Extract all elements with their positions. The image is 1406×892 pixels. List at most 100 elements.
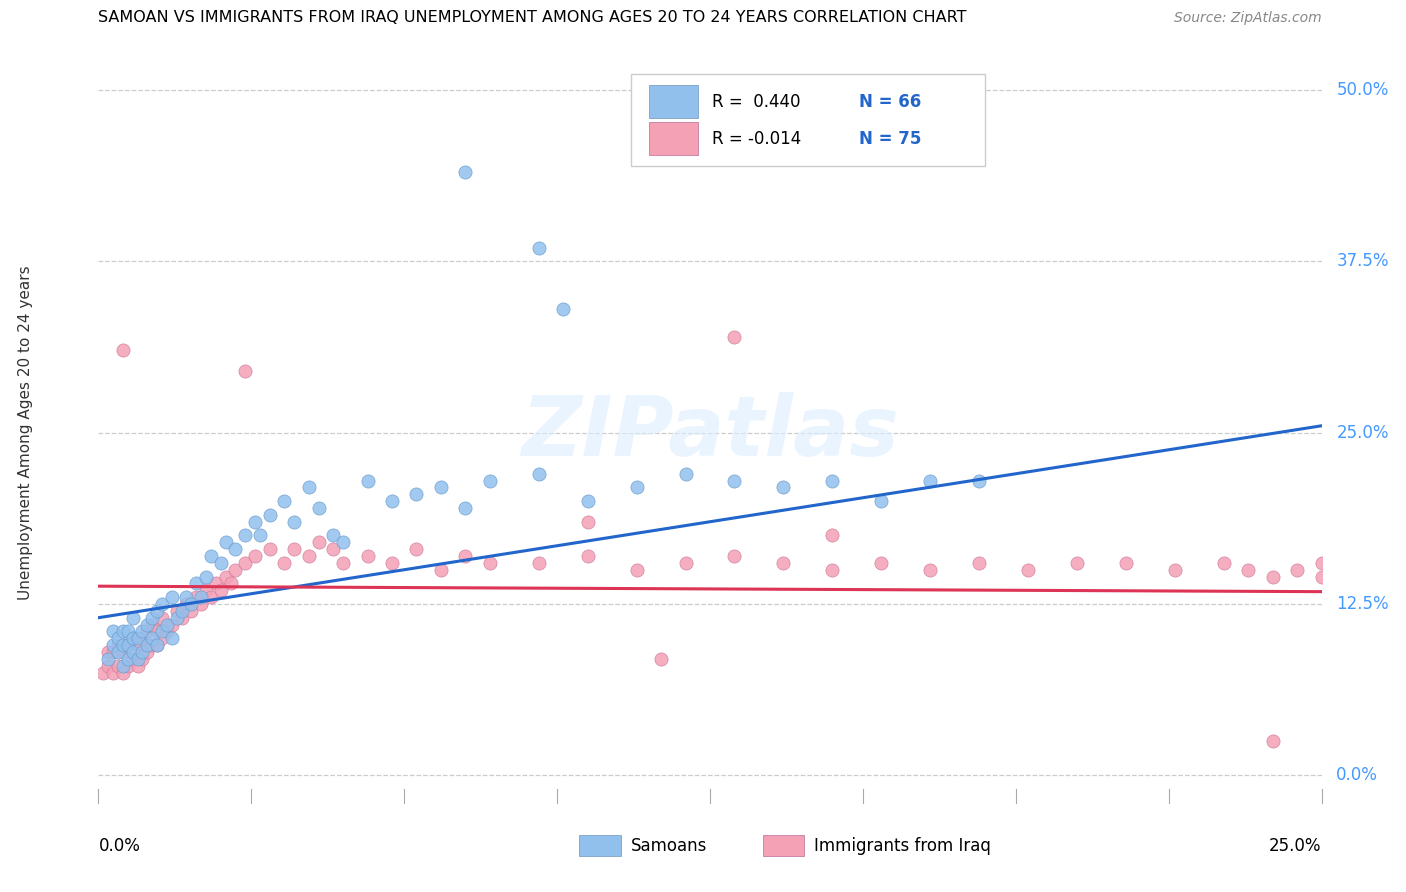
Point [127, 632, 149, 646]
Point [233, 364, 256, 378]
Point [214, 569, 236, 583]
Point [1286, 563, 1309, 577]
Point [180, 597, 202, 611]
Point [121, 632, 143, 646]
Point [205, 576, 228, 591]
Point [209, 583, 232, 598]
Point [772, 480, 794, 494]
Point [283, 515, 305, 529]
Point [454, 501, 477, 516]
Point [356, 474, 378, 488]
Point [332, 556, 354, 570]
Text: 25.0%: 25.0% [1336, 424, 1389, 442]
Point [308, 501, 330, 516]
Point [356, 549, 378, 563]
Point [527, 467, 550, 481]
Point [233, 528, 256, 542]
Point [821, 528, 844, 542]
Point [150, 610, 173, 624]
Point [650, 652, 672, 666]
Point [150, 597, 173, 611]
Point [107, 658, 129, 673]
Point [117, 638, 139, 652]
Point [243, 549, 266, 563]
Point [121, 652, 143, 666]
Point [967, 556, 990, 570]
Point [186, 576, 208, 591]
Point [117, 652, 139, 666]
Point [121, 645, 143, 659]
Text: N = 75: N = 75 [859, 129, 922, 148]
Text: R =  0.440: R = 0.440 [713, 93, 801, 111]
Point [121, 610, 143, 624]
Point [136, 638, 159, 652]
Point [1310, 569, 1333, 583]
Point [101, 645, 124, 659]
Point [259, 542, 281, 557]
Point [243, 515, 266, 529]
Point [131, 624, 153, 639]
Point [283, 542, 305, 557]
Text: Unemployment Among Ages 20 to 24 years: Unemployment Among Ages 20 to 24 years [17, 265, 32, 600]
FancyBboxPatch shape [630, 73, 986, 166]
Point [259, 508, 281, 522]
Point [626, 480, 648, 494]
Text: 50.0%: 50.0% [1336, 81, 1389, 99]
Point [195, 569, 218, 583]
Point [405, 542, 427, 557]
Point [576, 494, 599, 508]
Point [1115, 556, 1137, 570]
Point [101, 665, 124, 680]
Point [967, 474, 990, 488]
Text: R = -0.014: R = -0.014 [713, 129, 801, 148]
Point [146, 638, 169, 652]
Point [111, 658, 134, 673]
Point [111, 624, 134, 639]
Point [146, 624, 169, 639]
Point [176, 597, 198, 611]
Point [166, 604, 188, 618]
Point [156, 617, 179, 632]
Point [821, 563, 844, 577]
Point [214, 535, 236, 549]
Point [146, 604, 169, 618]
Point [1237, 563, 1260, 577]
Point [107, 632, 129, 646]
Point [723, 329, 745, 343]
Point [160, 617, 183, 632]
Point [478, 556, 501, 570]
Point [675, 467, 697, 481]
Point [141, 632, 163, 646]
Point [166, 610, 188, 624]
Point [190, 590, 212, 604]
Point [160, 590, 183, 604]
Point [195, 583, 218, 598]
Point [1261, 569, 1284, 583]
Point [150, 624, 173, 639]
Point [200, 590, 222, 604]
Point [117, 624, 139, 639]
Point [150, 632, 173, 646]
Point [180, 604, 202, 618]
Point [101, 624, 124, 639]
Point [920, 474, 942, 488]
Point [141, 610, 163, 624]
Text: ZIPatlas: ZIPatlas [522, 392, 898, 473]
Point [160, 632, 183, 646]
Point [186, 590, 208, 604]
Point [131, 652, 153, 666]
Point [141, 617, 163, 632]
Point [381, 494, 404, 508]
Point [127, 652, 149, 666]
Point [156, 624, 179, 639]
Point [91, 665, 114, 680]
Point [454, 549, 477, 563]
Point [111, 645, 134, 659]
Point [870, 556, 893, 570]
Point [107, 645, 129, 659]
Point [146, 638, 169, 652]
Point [97, 645, 120, 659]
Text: 0.0%: 0.0% [1336, 766, 1378, 784]
Point [1212, 556, 1234, 570]
Point [553, 302, 575, 317]
